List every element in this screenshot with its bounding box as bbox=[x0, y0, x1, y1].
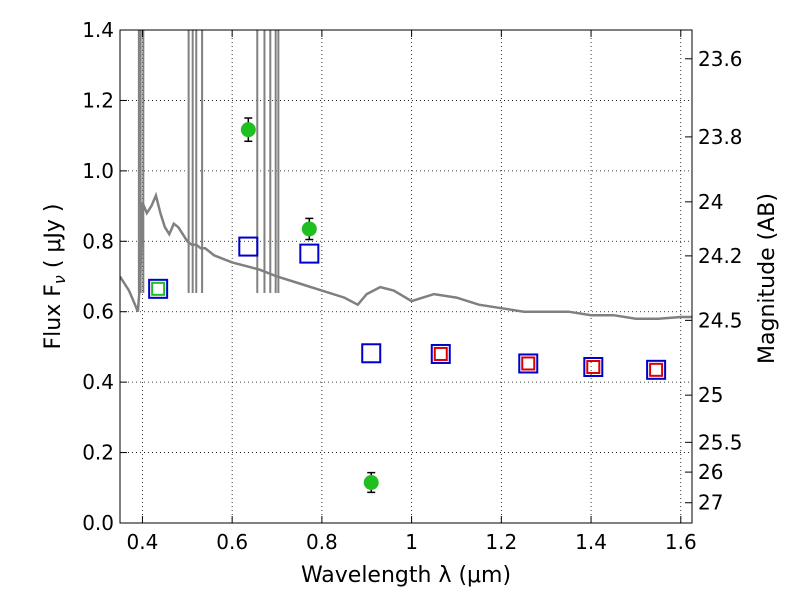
x-tick-label: 1 bbox=[405, 530, 418, 554]
y2-tick-label: 23.6 bbox=[698, 47, 743, 71]
plot-area bbox=[120, 30, 692, 494]
y2-axis-title: Magnitude (AB) bbox=[755, 193, 780, 364]
y-tick-label: 1.4 bbox=[82, 18, 114, 42]
x-tick-label: 0.4 bbox=[127, 530, 159, 554]
data-square bbox=[583, 357, 604, 378]
y-tick-label: 0.0 bbox=[82, 511, 114, 535]
data-square bbox=[148, 278, 169, 299]
y-tick-label: 1.0 bbox=[82, 159, 114, 183]
y-tick-label: 0.2 bbox=[82, 441, 114, 465]
data-point bbox=[363, 475, 379, 491]
data-square bbox=[361, 343, 382, 364]
x-tick-label: 1.2 bbox=[485, 530, 517, 554]
y2-tick-label: 23.8 bbox=[698, 125, 743, 149]
data-square bbox=[433, 346, 448, 361]
y-tick-label: 0.6 bbox=[82, 300, 114, 324]
x-tick-label: 1.4 bbox=[575, 530, 607, 554]
x-tick-label: 0.8 bbox=[306, 530, 338, 554]
data-point bbox=[240, 122, 256, 138]
plot-frame bbox=[119, 29, 693, 524]
y-tick-label: 0.8 bbox=[82, 229, 114, 253]
data-point bbox=[301, 221, 317, 237]
y2-tick-label: 25 bbox=[698, 383, 723, 407]
data-square bbox=[649, 362, 664, 377]
data-square bbox=[521, 356, 536, 371]
grid bbox=[120, 29, 692, 524]
y2-tick-label: 24.2 bbox=[698, 244, 743, 268]
y-axis-title: Flux Fν ( μJy ) bbox=[41, 204, 69, 350]
data-square bbox=[151, 281, 166, 296]
y-tick-label: 1.2 bbox=[82, 88, 114, 112]
data-square bbox=[646, 359, 667, 380]
data-square bbox=[586, 360, 601, 375]
data-square bbox=[430, 343, 451, 364]
data-square bbox=[299, 243, 320, 264]
model-spectrum-line bbox=[120, 191, 692, 321]
y-tick-label: 0.4 bbox=[82, 370, 114, 394]
axis-labels: 0.4 0.6 0.8 1 1.2 1.4 1.6 0.0 0.2 0.4 0.6 0.8 1.0 1.2… bbox=[82, 18, 742, 554]
y2-tick-label: 24.5 bbox=[698, 308, 743, 332]
data-square bbox=[238, 236, 259, 257]
x-tick-label: 1.6 bbox=[665, 530, 697, 554]
x-tick-label: 0.6 bbox=[216, 530, 248, 554]
axis-ticks bbox=[120, 29, 692, 524]
data-square bbox=[518, 353, 539, 374]
y2-tick-label: 26 bbox=[698, 460, 723, 484]
y2-tick-label: 25.5 bbox=[698, 430, 743, 454]
y2-tick-label: 27 bbox=[698, 491, 723, 515]
y2-tick-label: 24 bbox=[698, 190, 723, 214]
x-axis-title: Wavelength λ (μm) bbox=[301, 563, 511, 588]
